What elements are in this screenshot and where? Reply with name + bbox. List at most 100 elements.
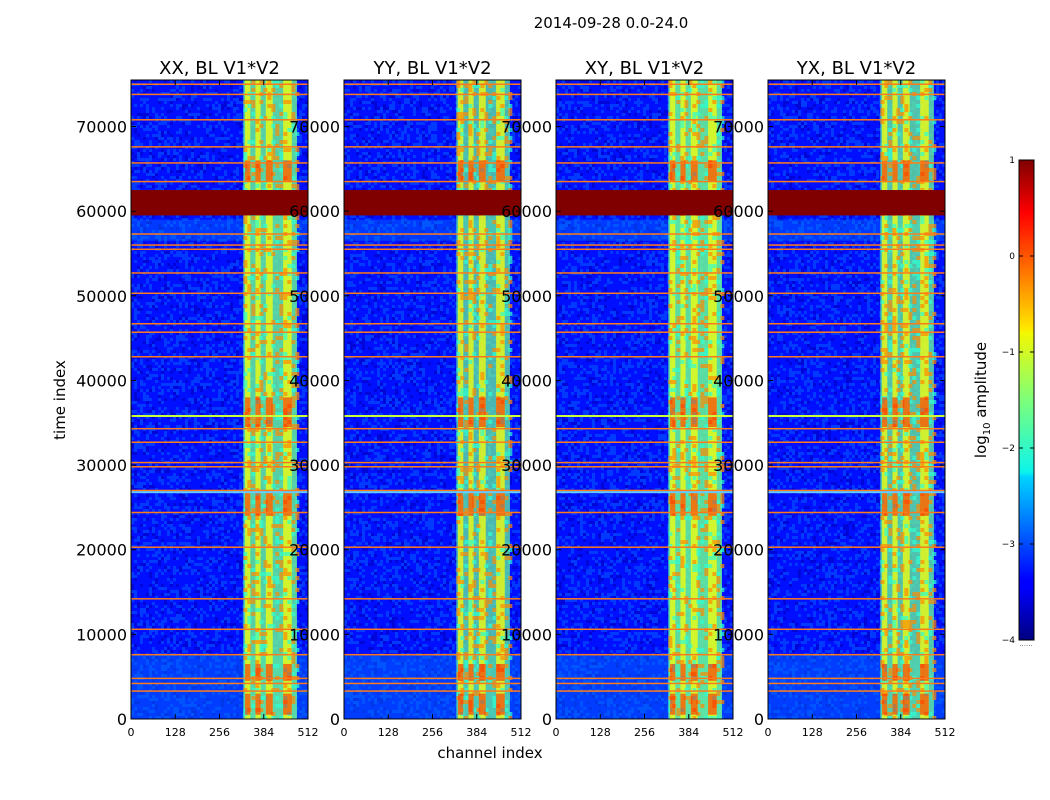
rfi-row <box>556 546 733 548</box>
rfi-row <box>131 682 308 685</box>
rfi-row <box>344 466 521 468</box>
band-hot-patch <box>468 160 474 182</box>
band-hot-patch <box>902 490 910 516</box>
band-hot-patch <box>902 663 910 681</box>
x-tick-label: 0 <box>765 726 772 739</box>
panels: XX, BL V1*V2 0 128 256 384 512 0 10000 20000 3000… <box>76 58 955 739</box>
rfi-row <box>344 546 521 548</box>
heatmap-image <box>556 80 733 719</box>
y-tick-label: 70000 <box>76 118 127 137</box>
y-tick-label: 20000 <box>76 541 127 560</box>
band-speckle-cool <box>456 84 513 719</box>
rfi-row <box>768 628 945 631</box>
band-hot-patch <box>245 693 251 715</box>
rfi-row <box>768 292 945 295</box>
band-hot-patch <box>283 693 292 715</box>
band-hot-patch <box>458 397 464 428</box>
panel-4: YX, BL V1*V2 0 128 256 384 512 0 10000 20000 3000… <box>713 58 955 739</box>
band-hot-patch <box>670 490 676 516</box>
x-tick-label: 128 <box>590 726 611 739</box>
band-speckle-warm <box>880 80 937 719</box>
band-hot-patch <box>458 663 464 681</box>
x-tick-label: 256 <box>634 726 655 739</box>
band-speckle-warm <box>668 80 725 719</box>
rfi-row <box>556 489 733 492</box>
y-tick-label: 10000 <box>713 625 764 644</box>
rfi-row <box>344 682 521 685</box>
rfi-row <box>344 511 521 514</box>
rfi-row <box>556 677 733 680</box>
rfi-row <box>131 162 308 164</box>
x-tick-label: 384 <box>678 726 699 739</box>
band-hot-patch <box>458 693 464 715</box>
x-tick-label: 512 <box>511 726 532 739</box>
rfi-row <box>556 180 733 183</box>
y-tick-label: 40000 <box>76 371 127 390</box>
band-hot-patch <box>670 397 676 428</box>
rfi-row <box>131 93 308 96</box>
rfi-row <box>768 233 945 235</box>
y-tick-label: 40000 <box>501 371 552 390</box>
rfi-row <box>556 272 733 274</box>
rfi-row <box>131 248 308 251</box>
colorbar-tick-label: 1 <box>1009 156 1015 166</box>
rfi-row <box>344 331 521 333</box>
rfi-row <box>556 233 733 235</box>
rfi-row <box>768 466 945 468</box>
band-hot-patch <box>902 693 910 715</box>
rfi-row <box>131 690 308 692</box>
band-hot-patch <box>255 693 261 715</box>
y-tick-label: 70000 <box>713 118 764 137</box>
rfi-row <box>131 331 308 333</box>
rfi-row <box>131 272 308 274</box>
band-hot-patch <box>255 160 261 182</box>
rfi-row-strong <box>344 491 521 494</box>
panel-title: YX, BL V1*V2 <box>796 58 916 79</box>
colorbar-tick-label: −2 <box>1002 444 1015 454</box>
rfi-row <box>556 244 733 246</box>
band-hot-patch <box>680 663 686 681</box>
rfi-row <box>131 146 308 148</box>
colorbar-label-prefix: log <box>972 435 990 458</box>
x-tick-label: 384 <box>253 726 274 739</box>
x-tick-label: 256 <box>209 726 230 739</box>
y-tick-label: 20000 <box>289 541 340 560</box>
x-tick-label: 384 <box>466 726 487 739</box>
band-hot-patch <box>245 160 251 182</box>
x-tick-label: 256 <box>422 726 443 739</box>
colorbar-label: log10 amplitude <box>972 342 993 458</box>
rfi-row-strong <box>556 491 733 494</box>
y-axis-label: time index <box>51 360 69 440</box>
panel-2: YY, BL V1*V2 0 128 256 384 512 0 10000 20000 3000… <box>289 58 531 739</box>
band-speckle-warm <box>456 80 513 719</box>
y-tick-label: 60000 <box>713 202 764 221</box>
rfi-row <box>131 180 308 183</box>
band-hot-patch <box>283 663 292 681</box>
heatmap-noise-light <box>768 80 945 719</box>
band-hot-patch <box>458 160 464 182</box>
band-hot-patch <box>283 490 292 516</box>
rfi-row-strong <box>131 491 308 494</box>
band-hot-patch <box>245 663 251 681</box>
rfi-row <box>768 690 945 692</box>
y-tick-label: 50000 <box>76 287 127 306</box>
heatmap-noise-light <box>344 80 521 719</box>
heatmap-image <box>768 80 945 719</box>
rfi-row <box>344 653 521 656</box>
rfi-row <box>131 677 308 680</box>
band-hot-patch <box>882 160 888 182</box>
rfi-row <box>131 653 308 656</box>
rfi-row <box>556 93 733 96</box>
band-hot-patch <box>496 693 505 715</box>
rfi-row <box>768 248 945 251</box>
y-tick-label: 60000 <box>76 202 127 221</box>
rfi-row <box>131 427 308 430</box>
band-hot-patch <box>892 397 898 428</box>
rfi-row <box>344 292 521 295</box>
band-hot-patch <box>902 397 910 428</box>
rfi-row <box>768 272 945 274</box>
band-hot-patch <box>920 490 929 516</box>
colorbar-label-suffix: amplitude <box>972 342 990 423</box>
rfi-row <box>768 427 945 430</box>
x-tick-label: 384 <box>890 726 911 739</box>
